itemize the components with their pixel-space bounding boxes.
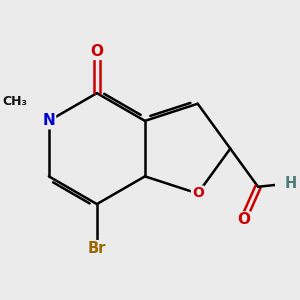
Text: H: H — [285, 176, 297, 191]
Text: O: O — [192, 187, 204, 200]
Text: O: O — [90, 44, 104, 59]
Text: CH₃: CH₃ — [3, 95, 28, 108]
Text: O: O — [237, 212, 250, 227]
Text: N: N — [43, 113, 55, 128]
Text: Br: Br — [88, 241, 106, 256]
